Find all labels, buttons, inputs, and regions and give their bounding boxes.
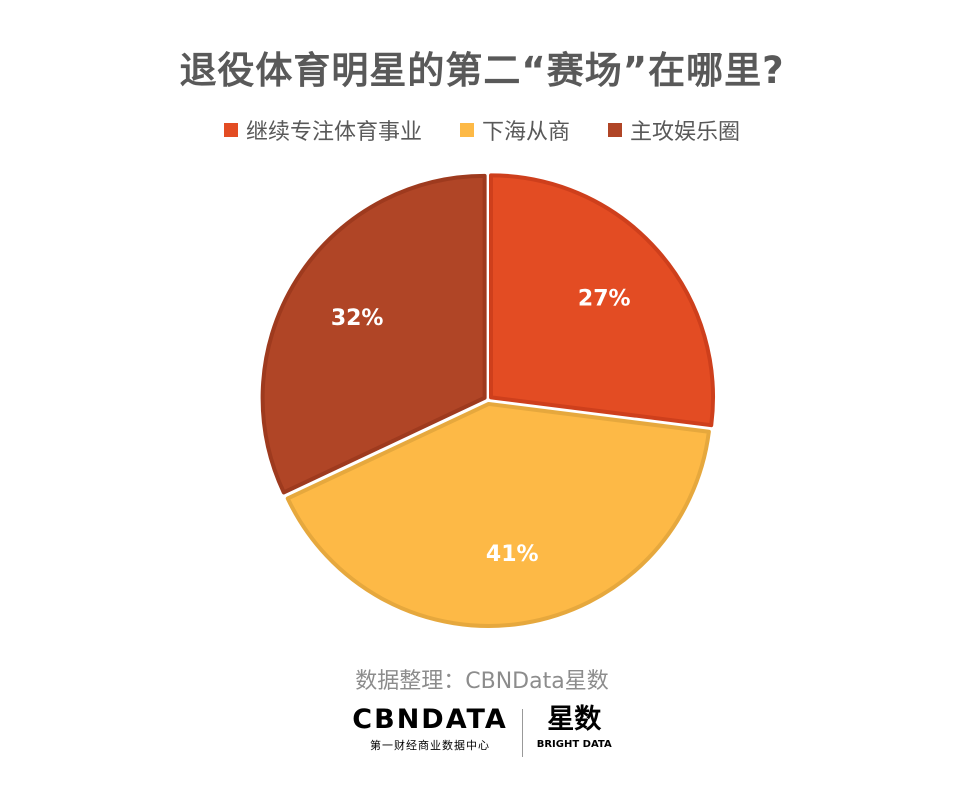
legend-label-business: 下海从商 <box>481 120 570 145</box>
brightdata-logo-cn: 星数 <box>547 704 602 735</box>
brightdata-logo-en: BRIGHT DATA <box>536 739 612 750</box>
legend-swatch-business <box>459 123 474 137</box>
legend-label-entertainment: 主攻娱乐圈 <box>630 120 741 145</box>
pie-slice-entertainment <box>260 173 487 495</box>
pie-label-entertainment: 32% <box>331 306 384 331</box>
legend-label-sports: 继续专注体育事业 <box>245 120 422 145</box>
legend-item-business: 下海从商 <box>459 114 570 146</box>
brightdata-logo: 星数 BRIGHT DATA <box>536 704 612 751</box>
legend-swatch-entertainment <box>608 123 622 137</box>
chart-title: 退役体育明星的第二“赛场”在哪里? <box>179 49 785 92</box>
brand-logo: CBNDATA 第一财经商业数据中心 星数 BRIGHT DATA <box>0 705 964 757</box>
cbndata-logo: CBNDATA 第一财经商业数据中心 <box>352 705 507 753</box>
pie-slice-business <box>285 401 711 628</box>
pie-slice-sports <box>489 173 715 428</box>
source-note: 数据整理：CBNData星数 <box>355 669 609 694</box>
cbndata-logo-text: CBNDATA <box>352 704 508 735</box>
legend-item-entertainment: 主攻娱乐圈 <box>608 114 740 146</box>
legend: 继续专注体育事业 下海从商 主攻娱乐圈 <box>0 114 964 146</box>
logo-divider <box>521 709 523 757</box>
legend-item-sports: 继续专注体育事业 <box>223 114 422 146</box>
pie-label-business: 41% <box>486 542 539 567</box>
legend-swatch-sports <box>223 123 238 137</box>
pie-label-sports: 27% <box>578 287 631 312</box>
cbndata-logo-subtitle: 第一财经商业数据中心 <box>370 739 490 752</box>
